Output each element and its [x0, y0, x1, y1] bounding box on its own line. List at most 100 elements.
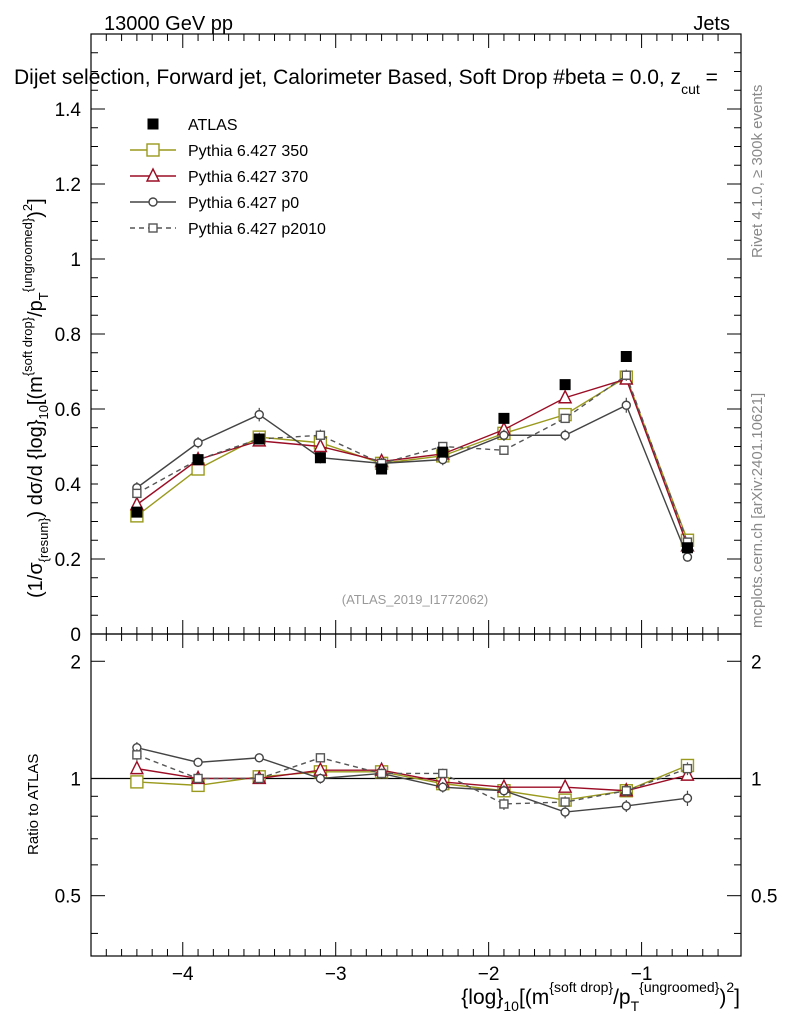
main-y-tick-label: 0.2 — [55, 550, 81, 571]
main-axis-ticks: 0 0.2 0.4 0.6 0.8 1 1.2 1.4 — [55, 33, 741, 646]
ratio-point-p0 — [499, 786, 509, 796]
ratio-series-p350 — [130, 758, 695, 807]
legend-item-p2010: Pythia 6.427 p2010 — [130, 221, 326, 238]
ratio-point-p2010 — [499, 799, 509, 809]
plot-title-main: Dijet selection, Forward jet, Calorimete… — [14, 66, 681, 89]
legend-marker-p2010 — [148, 223, 158, 233]
main-y-tick-label: 0.8 — [55, 325, 81, 346]
main-line-p370 — [136, 378, 689, 547]
main-point-p370 — [557, 389, 573, 404]
main-line-p350 — [136, 376, 689, 541]
ratio-point-p2010 — [438, 768, 448, 779]
legend-item-p350: Pythia 6.427 350 — [130, 143, 308, 160]
main-point-p0 — [254, 409, 264, 420]
main-point-atlas — [498, 412, 510, 424]
main-point-p0 — [682, 552, 693, 562]
ratio-point-p0 — [315, 773, 326, 784]
ratio-point-p2010 — [193, 773, 203, 784]
x-axis-label: {log}10[(m{soft drop}/pT{ungroomed})2] — [461, 979, 740, 1014]
main-point-atlas — [376, 463, 388, 475]
mcplots-label: mcplots.cern.ch [arXiv:2401.10621] — [749, 393, 766, 628]
main-y-tick-label: 0.6 — [55, 400, 81, 421]
ratio-y-tick-label-right: 2 — [751, 652, 762, 673]
main-y-axis-label: (1/σ{resum}) dσ/d {log}10[(m{soft drop}/… — [20, 198, 51, 598]
main-point-p0 — [621, 400, 631, 410]
main-point-atlas — [192, 454, 204, 466]
ratio-line-p2010 — [136, 754, 688, 805]
ratio-x-tick-label: −4 — [172, 964, 194, 985]
ratio-y-tick-label-right: 0.5 — [751, 887, 777, 908]
ratio-line-p350 — [136, 764, 688, 801]
ratio-point-p2010 — [621, 786, 631, 796]
plot-title: Dijet selection, Forward jet, Calorimete… — [14, 66, 718, 97]
main-series-p0 — [132, 397, 693, 562]
ratio-line-p370 — [136, 767, 688, 792]
legend-label-p0: Pythia 6.427 p0 — [188, 195, 299, 212]
main-point-atlas — [253, 433, 265, 445]
main-point-atlas — [437, 446, 449, 458]
main-point-p0 — [193, 438, 203, 448]
ratio-series-layer — [129, 742, 695, 819]
main-point-p2010 — [621, 370, 631, 380]
ratio-point-p2010 — [376, 768, 387, 779]
main-y-tick-label: 1.2 — [55, 175, 81, 196]
legend-label-p2010: Pythia 6.427 p2010 — [188, 221, 326, 238]
main-y-tick-label: 0 — [70, 625, 81, 646]
analysis-watermark: (ATLAS_2019_I1772062) — [342, 592, 488, 607]
main-series-layer — [129, 351, 695, 562]
main-point-p0 — [560, 430, 570, 440]
main-point-p2010 — [499, 445, 509, 455]
main-line-p2010 — [136, 374, 689, 543]
ratio-x-tick-label: −1 — [631, 964, 653, 985]
legend-item-p0: Pythia 6.427 p0 — [130, 195, 299, 212]
ratio-series-p2010 — [132, 749, 693, 810]
main-panel: 0 0.2 0.4 0.6 0.8 1 1.2 1.4 (ATLAS_2019_I177206… — [20, 33, 742, 646]
main-point-p2010 — [560, 413, 570, 424]
main-series-p350 — [130, 370, 695, 547]
plot-title-tail: = — [700, 66, 718, 89]
ratio-panel: −4 −3 −2 −1 0.5 0.5 1 1 2 2 Ratio to ATLAS {log}1… — [25, 633, 777, 1014]
legend: ATLAS Pythia 6.427 350 Pythia 6.427 370 Pyt… — [130, 117, 326, 238]
main-point-atlas — [314, 452, 326, 464]
ratio-point-p2010 — [560, 797, 570, 807]
ratio-point-p370 — [557, 778, 573, 793]
legend-marker-atlas — [147, 118, 159, 130]
main-point-atlas — [559, 379, 571, 391]
energy-label: 13000 GeV pp — [104, 13, 233, 35]
ratio-point-p2010 — [682, 763, 693, 774]
ratio-point-p0 — [254, 753, 264, 763]
rivet-label: Rivet 4.1.0, ≥ 300k events — [749, 85, 766, 258]
ratio-point-p350 — [130, 775, 144, 789]
main-point-p0 — [499, 430, 509, 440]
ratio-axis-ticks: −4 −3 −2 −1 0.5 0.5 1 1 2 2 — [55, 634, 777, 985]
process-label: Jets — [693, 13, 730, 35]
main-point-p370 — [313, 437, 328, 453]
legend-label-p370: Pythia 6.427 370 — [188, 169, 308, 186]
main-point-atlas — [131, 506, 143, 518]
ratio-point-p2010 — [132, 750, 142, 760]
main-line-p0 — [136, 404, 689, 558]
ratio-point-p0 — [560, 807, 570, 817]
ratio-point-p0 — [682, 793, 693, 803]
legend-item-p370: Pythia 6.427 370 — [130, 167, 308, 186]
legend-label-p350: Pythia 6.427 350 — [188, 143, 308, 160]
ratio-y-tick-label: 0.5 — [55, 887, 81, 908]
ratio-line-p0 — [136, 746, 688, 813]
ratio-y-axis-label: Ratio to ATLAS — [25, 754, 42, 855]
ratio-point-p0 — [438, 782, 448, 792]
ratio-x-tick-label: −3 — [325, 964, 347, 985]
legend-marker-p0 — [148, 197, 158, 207]
legend-label-atlas: ATLAS — [188, 117, 238, 134]
ratio-point-p0 — [621, 801, 631, 811]
main-point-p2010 — [132, 488, 142, 499]
legend-item-atlas: ATLAS — [147, 117, 238, 134]
plot-title-sub: cut — [681, 81, 700, 97]
main-y-tick-label: 0.4 — [55, 475, 82, 496]
ratio-point-p0 — [193, 757, 203, 768]
main-y-tick-label: 1.4 — [55, 100, 82, 121]
ratio-series-p0 — [132, 742, 693, 819]
main-point-p2010 — [315, 430, 326, 440]
legend-marker-p350 — [146, 143, 160, 157]
ratio-point-p2010 — [315, 753, 326, 763]
